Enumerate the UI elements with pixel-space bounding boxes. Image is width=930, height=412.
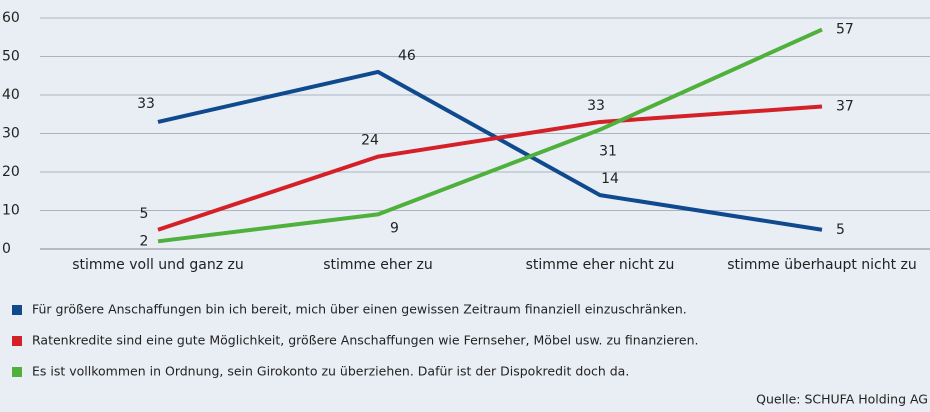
legend-swatch	[12, 305, 22, 315]
data-label: 37	[836, 99, 854, 115]
x-tick-label: stimme überhaupt nicht zu	[727, 257, 917, 273]
series-line	[157, 27, 823, 244]
legend-swatch	[12, 367, 22, 377]
data-label: 31	[599, 144, 617, 160]
y-tick-label: 10	[2, 203, 20, 219]
legend-label: Ratenkredite sind eine gute Möglichkeit,…	[32, 333, 698, 348]
y-tick-label: 60	[2, 10, 20, 26]
data-label: 9	[390, 220, 399, 236]
legend-swatch	[12, 336, 22, 346]
data-label: 2	[140, 233, 149, 249]
data-label: 46	[398, 48, 416, 64]
x-tick-label: stimme eher zu	[323, 257, 433, 273]
data-label: 5	[836, 222, 845, 238]
y-tick-label: 0	[2, 241, 11, 257]
y-tick-label: 50	[2, 49, 20, 65]
y-tick-label: 30	[2, 126, 20, 142]
legend-label: Es ist vollkommen in Ordnung, sein Girok…	[32, 364, 629, 379]
data-label: 5	[140, 206, 149, 222]
x-tick-label: stimme eher nicht zu	[526, 257, 675, 273]
data-label: 33	[137, 96, 155, 112]
data-label: 57	[836, 22, 854, 38]
source: Quelle: SCHUFA Holding AG	[756, 392, 928, 407]
series-line	[157, 104, 823, 232]
x-tick-label: stimme voll und ganz zu	[72, 257, 244, 273]
series-line	[157, 69, 823, 232]
y-tick-label: 40	[2, 87, 20, 103]
legend-label: Für größere Anschaffungen bin ich bereit…	[32, 302, 687, 317]
data-label: 24	[361, 133, 379, 149]
y-tick-label: 20	[2, 164, 20, 180]
data-label: 33	[587, 98, 605, 114]
data-label: 14	[601, 171, 619, 187]
